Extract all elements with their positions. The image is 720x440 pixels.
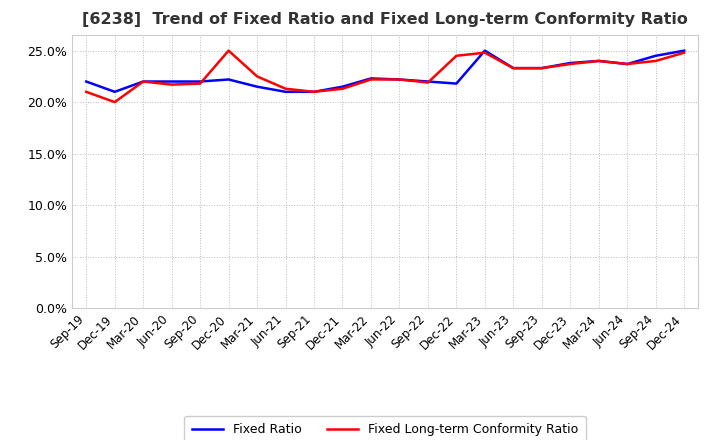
Fixed Long-term Conformity Ratio <box>395 77 404 82</box>
Fixed Long-term Conformity Ratio <box>282 86 290 92</box>
Fixed Long-term Conformity Ratio <box>537 66 546 71</box>
Line: Fixed Long-term Conformity Ratio: Fixed Long-term Conformity Ratio <box>86 51 684 102</box>
Fixed Long-term Conformity Ratio <box>595 58 603 63</box>
Fixed Ratio <box>282 89 290 95</box>
Fixed Long-term Conformity Ratio <box>480 50 489 55</box>
Fixed Long-term Conformity Ratio <box>423 80 432 85</box>
Fixed Long-term Conformity Ratio <box>623 62 631 67</box>
Fixed Ratio <box>423 79 432 84</box>
Fixed Long-term Conformity Ratio <box>566 62 575 67</box>
Fixed Long-term Conformity Ratio <box>253 74 261 79</box>
Fixed Ratio <box>509 66 518 71</box>
Fixed Long-term Conformity Ratio <box>680 50 688 55</box>
Fixed Ratio <box>167 79 176 84</box>
Fixed Long-term Conformity Ratio <box>509 66 518 71</box>
Fixed Ratio <box>537 66 546 71</box>
Fixed Ratio <box>196 79 204 84</box>
Fixed Ratio <box>680 48 688 53</box>
Fixed Ratio <box>225 77 233 82</box>
Fixed Long-term Conformity Ratio <box>196 81 204 86</box>
Fixed Long-term Conformity Ratio <box>338 86 347 92</box>
Fixed Ratio <box>595 58 603 63</box>
Fixed Ratio <box>253 84 261 89</box>
Fixed Ratio <box>82 79 91 84</box>
Fixed Ratio <box>480 48 489 53</box>
Fixed Ratio <box>338 84 347 89</box>
Fixed Long-term Conformity Ratio <box>652 58 660 63</box>
Fixed Ratio <box>452 81 461 86</box>
Title: [6238]  Trend of Fixed Ratio and Fixed Long-term Conformity Ratio: [6238] Trend of Fixed Ratio and Fixed Lo… <box>82 12 688 27</box>
Fixed Ratio <box>623 62 631 67</box>
Fixed Long-term Conformity Ratio <box>139 79 148 84</box>
Fixed Long-term Conformity Ratio <box>82 89 91 95</box>
Line: Fixed Ratio: Fixed Ratio <box>86 51 684 92</box>
Fixed Long-term Conformity Ratio <box>110 99 119 105</box>
Fixed Ratio <box>566 60 575 66</box>
Fixed Ratio <box>310 89 318 95</box>
Fixed Ratio <box>652 53 660 59</box>
Fixed Ratio <box>366 76 375 81</box>
Fixed Long-term Conformity Ratio <box>225 48 233 53</box>
Fixed Ratio <box>395 77 404 82</box>
Fixed Long-term Conformity Ratio <box>452 53 461 59</box>
Fixed Long-term Conformity Ratio <box>310 89 318 95</box>
Fixed Ratio <box>110 89 119 95</box>
Fixed Ratio <box>139 79 148 84</box>
Fixed Long-term Conformity Ratio <box>366 77 375 82</box>
Fixed Long-term Conformity Ratio <box>167 82 176 87</box>
Legend: Fixed Ratio, Fixed Long-term Conformity Ratio: Fixed Ratio, Fixed Long-term Conformity … <box>184 416 586 440</box>
